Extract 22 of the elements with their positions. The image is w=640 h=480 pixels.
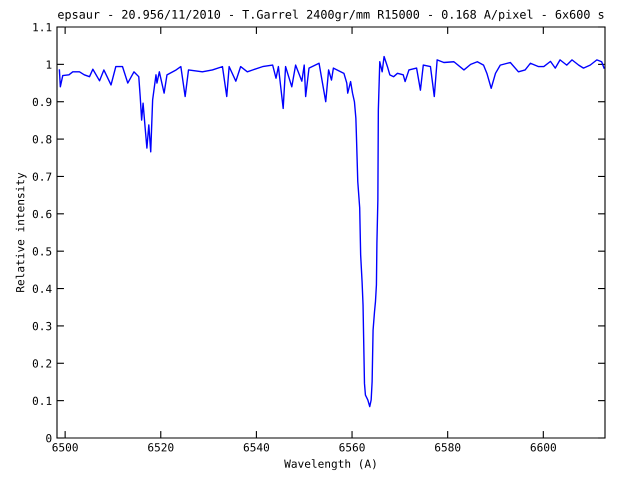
y-tick-label: 0.5 [32, 247, 52, 256]
chart-title: epsaur - 20.956/11/2010 - T.Garrel 2400gr/mm R15000 - 0.168 A/pixel - 6x600 s [58, 10, 604, 22]
x-tick-label: 6600 [530, 443, 556, 452]
line-series [58, 56, 605, 408]
y-tick-label: 0.2 [32, 359, 52, 368]
y-tick-label: 0.7 [32, 172, 52, 181]
x-tick-label: 6560 [339, 443, 365, 452]
y-axis-title: Relative intensity [16, 172, 27, 292]
y-tick-label: 0.1 [32, 396, 52, 406]
x-tick-label: 6520 [148, 443, 174, 452]
y-tick-label: 1.1 [33, 23, 52, 32]
y-tick-label: 1 [46, 60, 52, 69]
y-tick-label: 0.9 [32, 98, 52, 106]
y-tick-label: 0.4 [32, 284, 52, 293]
x-axis-title: Wavelength (A) [284, 459, 376, 470]
x-tick-label: 6540 [244, 443, 270, 452]
y-tick-label: 0.3 [32, 322, 52, 330]
y-tick-label: 0.8 [32, 135, 52, 144]
x-tick-label: 6580 [435, 443, 460, 452]
y-tick-label: 0 [46, 434, 52, 442]
y-tick-label: 0.6 [32, 210, 52, 218]
x-tick-label: 6500 [52, 443, 78, 452]
